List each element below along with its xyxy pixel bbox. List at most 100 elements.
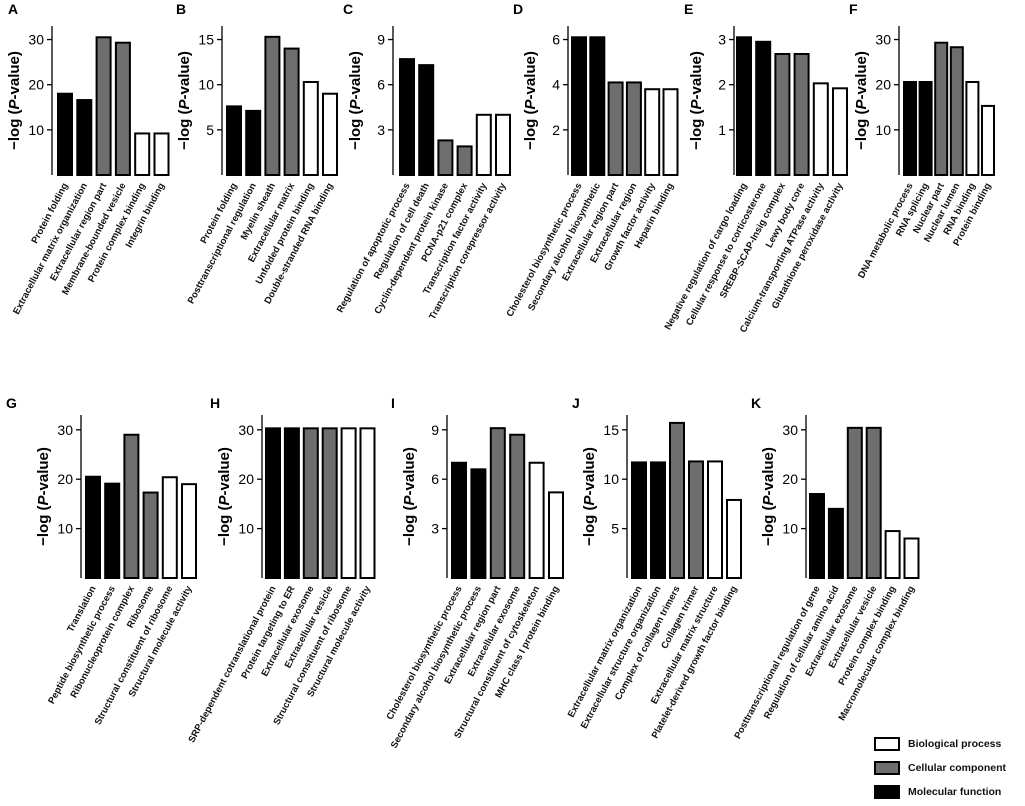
- legend-swatch-biological-process: [874, 737, 900, 751]
- y-tick-label: 6: [552, 32, 560, 48]
- y-tick-label: 10: [238, 521, 254, 537]
- panel-letter: I: [391, 395, 395, 411]
- bar: [528, 461, 545, 579]
- panel-letter: D: [513, 1, 523, 17]
- bar: [134, 132, 151, 176]
- category-label: Regulation of apoptotic process: [335, 181, 413, 314]
- y-tick-label: 30: [782, 422, 798, 438]
- bar: [755, 40, 772, 177]
- legend-item-biological-process: Biological process: [874, 734, 1024, 754]
- bar: [812, 82, 829, 176]
- y-axis-title: −log (P-value): [760, 447, 777, 546]
- bar: [123, 433, 140, 579]
- bar: [884, 530, 901, 579]
- y-axis-title: −log (P-value): [35, 447, 52, 546]
- y-tick-label: 9: [431, 422, 439, 438]
- bar: [359, 427, 376, 579]
- bar: [809, 493, 825, 579]
- y-tick-label: 20: [782, 471, 798, 487]
- bar: [283, 427, 300, 579]
- bar: [832, 87, 848, 176]
- bar: [736, 36, 752, 177]
- bar: [95, 36, 112, 177]
- bar: [949, 46, 964, 176]
- y-axis-title: −log (P-value): [347, 51, 364, 150]
- y-tick-label: 10: [782, 521, 798, 537]
- y-tick-label: 9: [377, 32, 385, 48]
- y-tick-label: 10: [603, 471, 619, 487]
- bar: [302, 427, 319, 579]
- y-tick-label: 20: [875, 77, 891, 93]
- y-axis-title: −log (P-value): [688, 51, 705, 150]
- y-axis-title: −log (P-value): [522, 51, 539, 150]
- bar: [918, 80, 933, 176]
- legend-label: Biological process: [908, 738, 1002, 750]
- bar: [774, 52, 791, 176]
- y-tick-label: 20: [57, 471, 73, 487]
- y-tick-label: 10: [28, 122, 44, 138]
- bar: [607, 81, 624, 176]
- bar: [903, 537, 920, 580]
- y-tick-label: 10: [57, 521, 73, 537]
- bar: [142, 491, 159, 580]
- bar: [865, 426, 882, 580]
- category-label: Cholesterol biosynthetic process: [505, 181, 585, 319]
- bar: [265, 427, 281, 579]
- category-label: Extracellular structure organization: [579, 584, 664, 731]
- bar: [644, 88, 661, 176]
- bar: [631, 461, 647, 579]
- bar: [934, 41, 949, 177]
- y-tick-label: 10: [875, 122, 891, 138]
- y-axis-title: −log (P-value): [401, 447, 418, 546]
- bar: [475, 113, 492, 176]
- bar: [903, 80, 917, 176]
- y-tick-label: 15: [198, 32, 214, 48]
- y-axis-title: −log (P-value): [853, 51, 870, 150]
- bar: [321, 427, 338, 579]
- panel-letter: C: [343, 1, 353, 17]
- y-tick-label: 10: [198, 77, 214, 93]
- legend-item-molecular-function: Molecular function: [874, 782, 1024, 802]
- bar: [245, 109, 262, 176]
- bar: [509, 433, 526, 579]
- bar: [399, 58, 415, 176]
- bar: [418, 64, 435, 176]
- legend: Biological process Cellular component Mo…: [874, 734, 1024, 806]
- y-axis-title: −log (P-value): [176, 51, 193, 150]
- y-tick-label: 15: [603, 422, 619, 438]
- y-tick-label: 6: [431, 471, 439, 487]
- bar: [489, 427, 506, 579]
- bar: [340, 427, 357, 579]
- y-tick-label: 5: [206, 122, 214, 138]
- bar: [669, 421, 685, 579]
- bar: [589, 36, 606, 177]
- bar: [283, 47, 300, 176]
- bar: [827, 507, 844, 579]
- bar: [437, 139, 454, 176]
- bar: [650, 461, 666, 579]
- legend-swatch-cellular-component: [874, 761, 900, 775]
- bar: [456, 145, 473, 176]
- bar: [153, 132, 170, 176]
- bar: [707, 460, 723, 579]
- legend-label: Cellular component: [908, 762, 1007, 774]
- bar: [181, 483, 197, 580]
- bar: [662, 88, 679, 176]
- bar: [451, 461, 467, 579]
- y-tick-label: 30: [238, 422, 254, 438]
- bar: [104, 482, 121, 579]
- y-tick-label: 4: [552, 77, 560, 93]
- bar: [495, 113, 511, 176]
- bar: [981, 104, 995, 176]
- y-tick-label: 6: [377, 77, 385, 93]
- bar: [726, 498, 742, 580]
- bar: [470, 468, 487, 580]
